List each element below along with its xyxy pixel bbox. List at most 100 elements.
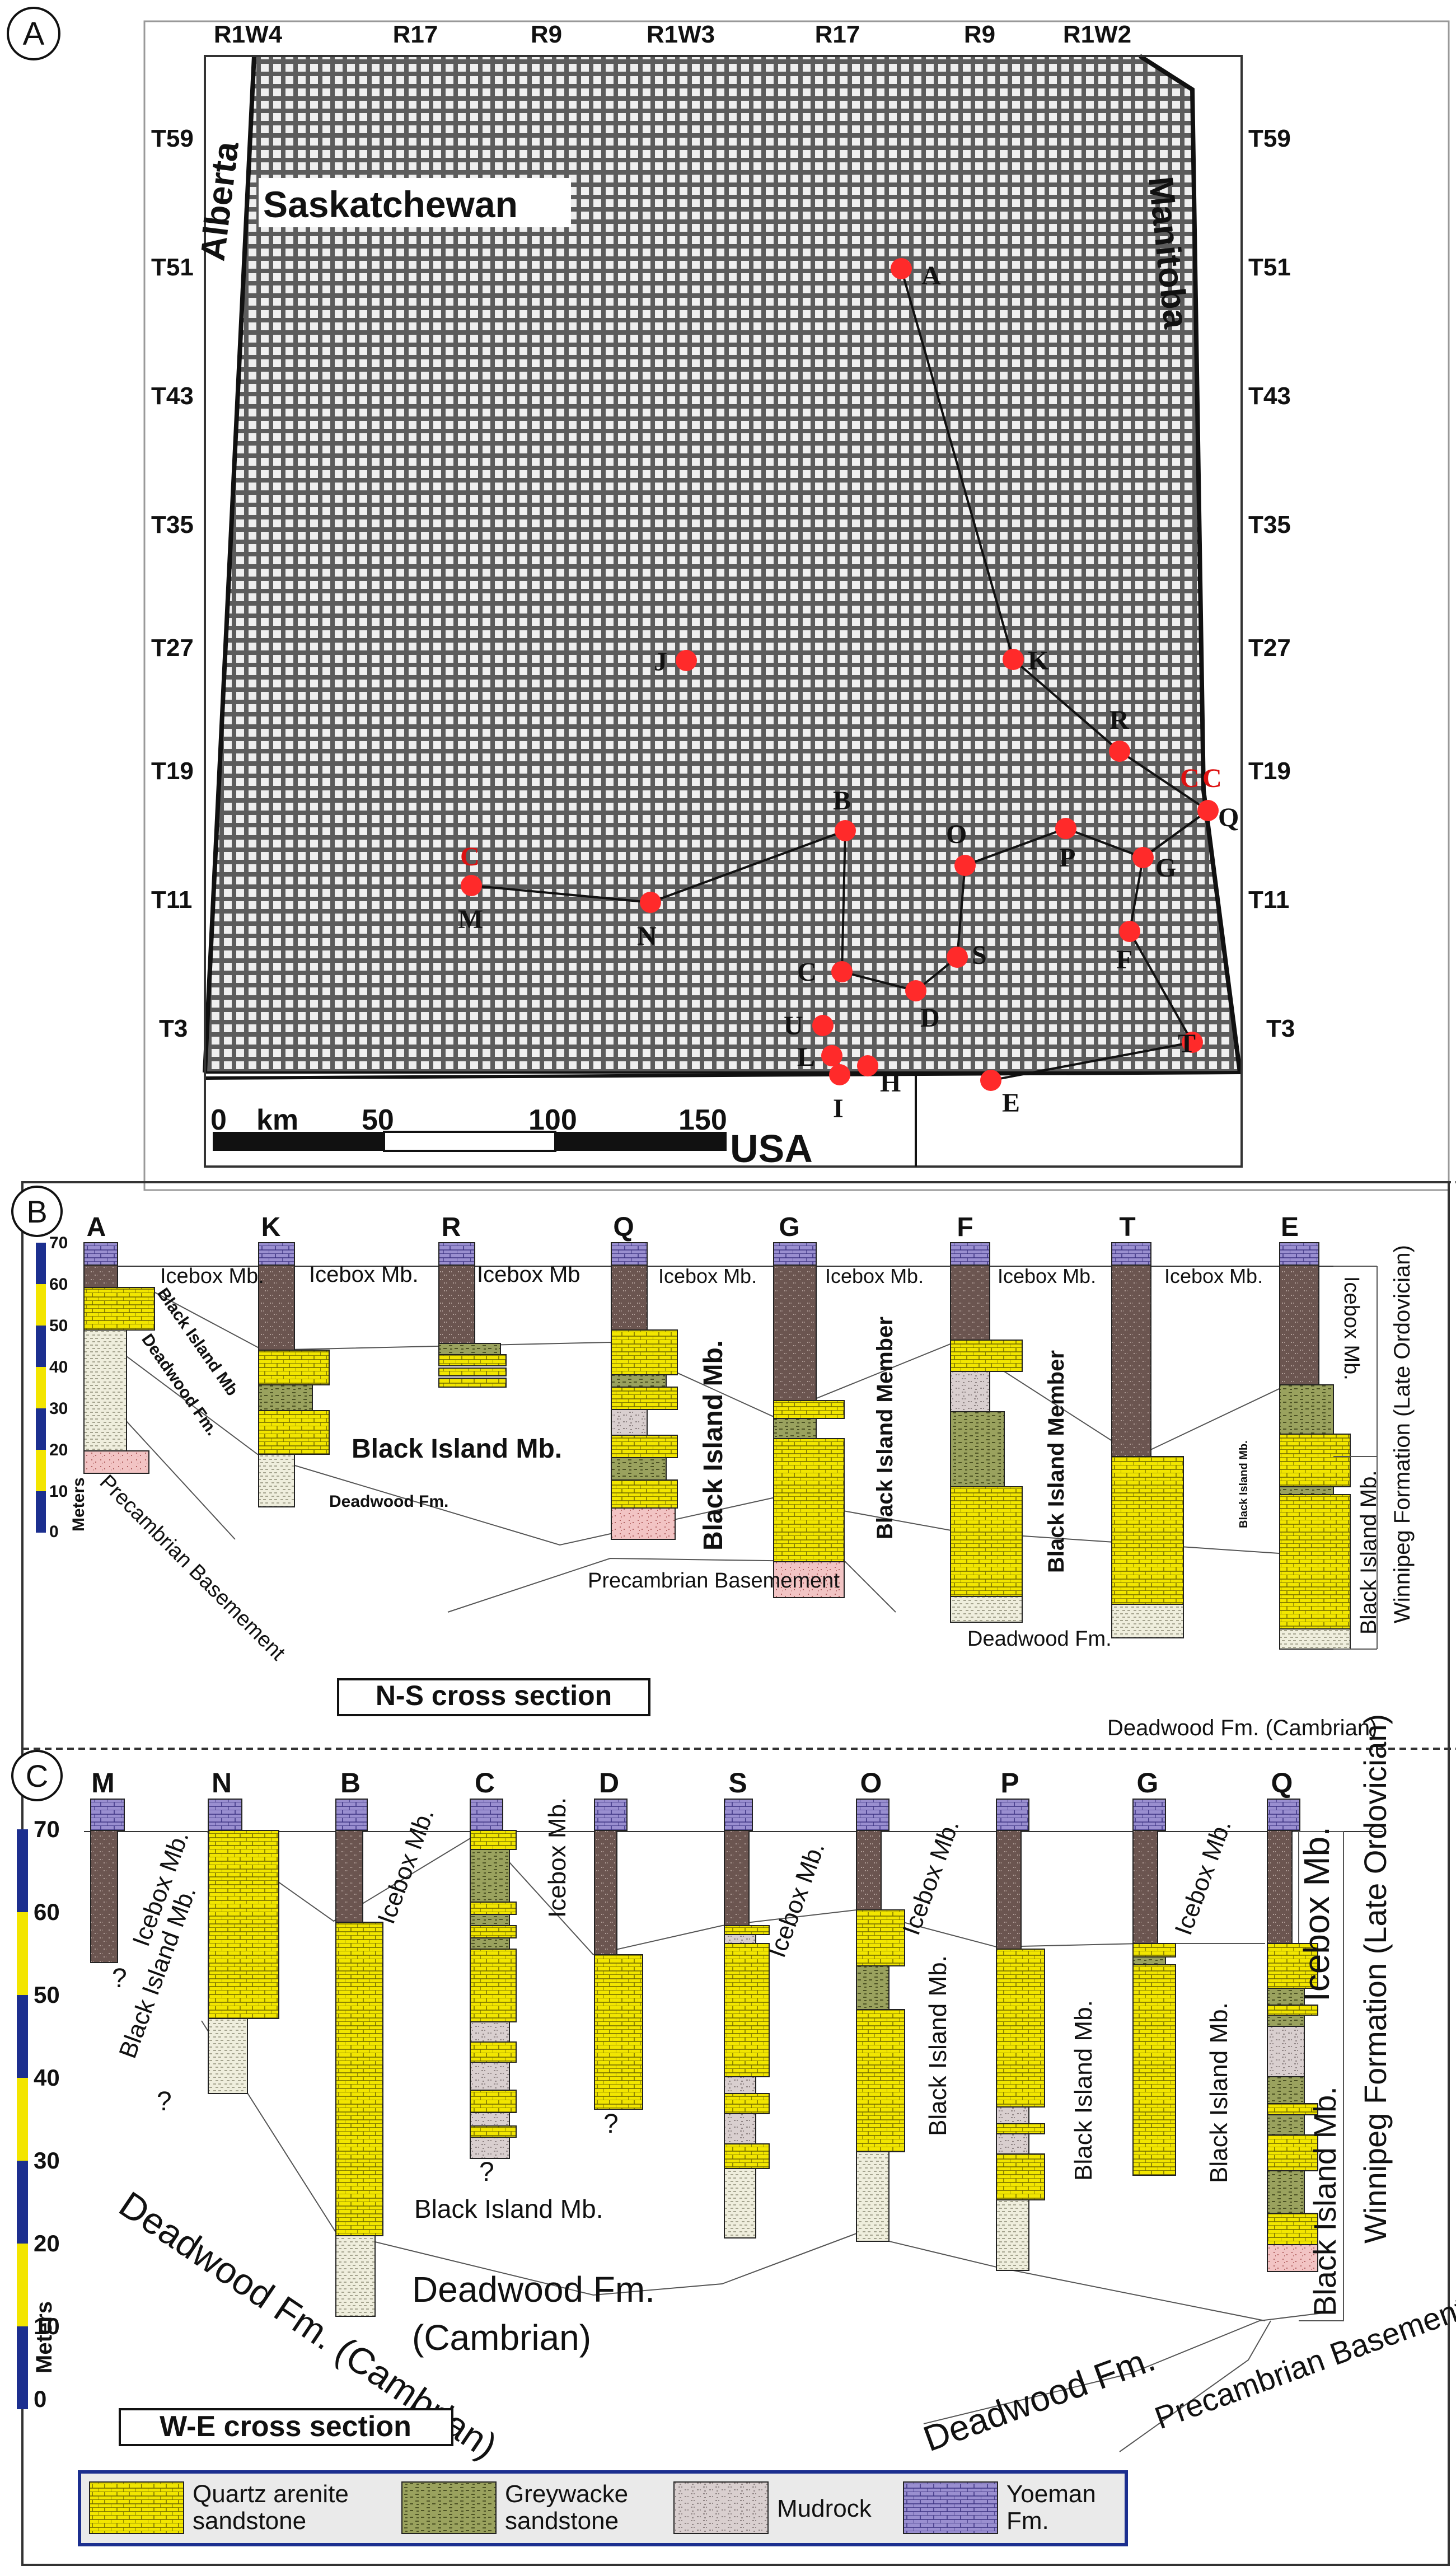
ns-well-t	[1111, 1242, 1184, 1638]
township-labels-left: T59 T51 T43 T35 T27 T19 T11 T3	[151, 125, 194, 1042]
yoeman-unit	[611, 1242, 648, 1266]
quartz-unit	[208, 1830, 279, 2019]
mudrock-unit	[1267, 2026, 1305, 2077]
well-label: T	[1178, 1029, 1196, 1059]
deadwood-unit	[1279, 1628, 1351, 1650]
well-name: E	[1281, 1212, 1299, 1242]
well-marker	[1109, 741, 1130, 762]
quartz-unit	[724, 1943, 770, 2077]
quartz-unit	[470, 1830, 517, 1850]
scale-zero: 0	[210, 1104, 227, 1136]
mudrock-unit	[470, 2137, 510, 2159]
well-label: D	[920, 1003, 940, 1033]
quartz-unit	[1279, 1494, 1351, 1629]
well-label: Q	[1218, 803, 1239, 832]
icebox-unit	[594, 1830, 617, 1955]
quartz-unit	[1267, 2005, 1318, 2016]
ns-right-bracket	[1333, 1266, 1378, 1650]
greywacke-unit	[1267, 2076, 1305, 2104]
well-marker	[835, 820, 856, 841]
panel-b: B 70 60 50 40 30 20 10 0 Meters	[11, 1186, 1415, 1740]
well-marker	[1197, 800, 1219, 821]
unit-label: Precambrian Basement	[1150, 2291, 1456, 2436]
well-label: A	[921, 261, 941, 291]
depth-tick: 50	[34, 1982, 60, 2008]
ns-title: N-S cross section	[376, 1680, 612, 1711]
depth-scale-band	[17, 2078, 28, 2161]
quartz-unit	[773, 1400, 845, 1419]
well-marker	[461, 875, 482, 896]
unit-label: ?	[603, 2109, 619, 2139]
unit-label: Deadwood Fm.	[412, 2269, 655, 2310]
unit-label: Winnipeg Formation (Late Ordovician)	[1390, 1245, 1415, 1623]
greywacke-unit	[1132, 1956, 1166, 1965]
well-marker	[1182, 1032, 1203, 1053]
yoeman-unit	[438, 1242, 475, 1266]
unit-label: Icebox Mb.	[1169, 1816, 1237, 1938]
well-label: O	[946, 819, 967, 849]
legend-swatch	[89, 2481, 184, 2534]
panel-a-letter: A	[23, 16, 45, 52]
unit-label: Deadwood Fm.	[918, 2338, 1160, 2459]
quartz-unit	[335, 1922, 383, 2236]
quartz-unit	[1111, 1456, 1184, 1605]
depth-scale-band	[17, 1995, 28, 2078]
township-label: T59	[151, 125, 194, 152]
depth-tick: 30	[34, 2147, 60, 2174]
yoeman-unit	[83, 1242, 118, 1266]
we-well-g	[1132, 1799, 1176, 2176]
yoeman-unit	[594, 1799, 628, 1831]
yoeman-unit	[208, 1799, 242, 1831]
deadwood-unit	[950, 1596, 1023, 1623]
unit-label: Deadwood Fm.	[329, 1492, 448, 1511]
depth-scale-band	[17, 1829, 28, 1912]
depth-scale-band	[36, 1284, 46, 1326]
greywacke-unit	[1267, 2015, 1305, 2027]
well-name: T	[1119, 1212, 1135, 1242]
deadwood-unit	[996, 2199, 1029, 2271]
icebox-unit	[1279, 1265, 1319, 1385]
quartz-unit	[83, 1287, 155, 1331]
saskatchewan-label-bg	[259, 178, 571, 227]
range-labels: R1W4 R17 R9 R1W3 R17 R9 R1W2	[214, 21, 1131, 48]
quartz-unit	[856, 1909, 905, 1966]
mudrock-unit	[611, 1409, 648, 1436]
township-label: T43	[1248, 382, 1291, 410]
range-label: R1W3	[647, 21, 715, 48]
well-label: L	[797, 1042, 815, 1072]
township-labels-right: T59 T51 T43 T35 T27 T19 T11 T3	[1248, 125, 1295, 1042]
well-marker	[812, 1015, 834, 1036]
precambrian-unit	[83, 1450, 149, 1474]
greywacke-unit	[773, 1418, 817, 1439]
we-well-names: M N B C D S O P G Q	[91, 1767, 1293, 1799]
legend-swatch	[401, 2481, 497, 2534]
deadwood-unit	[1111, 1604, 1184, 1638]
quartz-unit	[258, 1350, 330, 1385]
saskatchewan-label: Saskatchewan	[263, 184, 518, 225]
depth-scale-band	[36, 1367, 46, 1408]
unit-label: Icebox Mb	[477, 1262, 580, 1287]
we-depth-scale: 70 60 50 40 30 20 10 0 Meters	[17, 1816, 60, 2412]
unit-label: Deadwood Fm.	[967, 1627, 1112, 1651]
well-marker	[821, 1045, 842, 1066]
icebox-unit	[1267, 1830, 1293, 1944]
scale-150: 150	[678, 1104, 727, 1136]
mudrock-unit	[470, 2112, 510, 2127]
panel-a-badge	[7, 7, 60, 60]
well-label: S	[972, 940, 987, 970]
well-name: D	[599, 1767, 619, 1799]
yoeman-unit	[996, 1799, 1029, 1831]
depth-tick: 20	[34, 2230, 60, 2256]
unit-label: ?	[157, 2087, 172, 2116]
deadwood-unit	[258, 1454, 295, 1507]
depth-scale-band	[17, 2161, 28, 2244]
scale-bar: 0 km 50 100 150	[210, 1104, 727, 1152]
well-label: P	[1059, 843, 1075, 873]
panel-a-frame	[143, 20, 1450, 1191]
mudrock-unit	[950, 1371, 990, 1412]
yoeman-unit	[1132, 1799, 1166, 1831]
icebox-unit	[856, 1830, 882, 1910]
quartz-unit	[611, 1387, 678, 1410]
depth-scale-band	[36, 1408, 46, 1450]
well-marker	[905, 980, 926, 1001]
